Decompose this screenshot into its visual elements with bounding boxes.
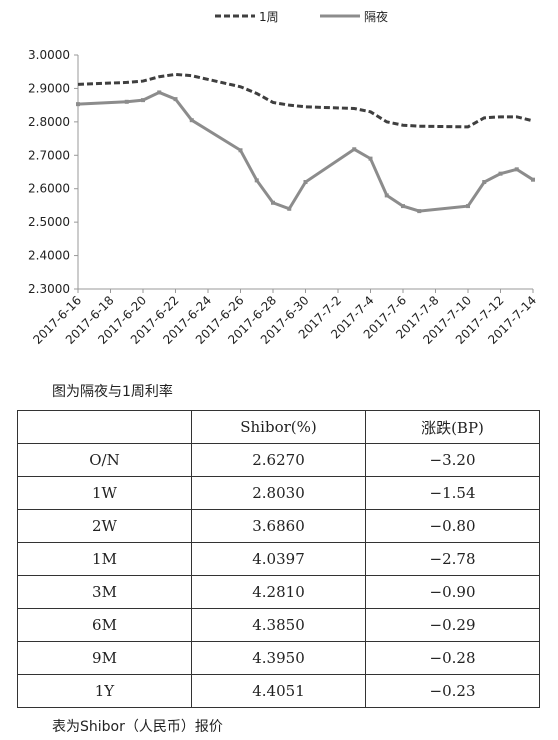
point [124, 99, 129, 104]
table-row: O/N 2.6270 −3.20 [17, 443, 540, 477]
point [531, 177, 535, 182]
table-row: Shibor(%) 涨跌(BP) [17, 410, 540, 444]
table-cell: −0.28 [365, 641, 540, 675]
line-series [77, 90, 534, 213]
y-tick-label: 2.7000 [28, 148, 70, 162]
table-cell: 9M [17, 641, 192, 675]
point [352, 147, 357, 152]
table-row: 1Y 4.4051 −0.23 [17, 674, 540, 708]
point [238, 148, 243, 153]
table-cell: 4.4051 [191, 674, 366, 708]
table-row: 9M 4.3950 −0.28 [17, 641, 540, 675]
table-row: 2W 3.6860 −0.80 [17, 509, 540, 543]
y-tick-label: 2.5000 [28, 215, 70, 229]
table-cell: −3.20 [365, 443, 540, 477]
table-cell: Shibor(%) [191, 410, 366, 444]
y-tick-label: 2.6000 [28, 182, 70, 196]
point [482, 180, 487, 185]
table-cell: 3.6860 [191, 509, 366, 543]
point [498, 171, 503, 176]
y-tick-label: 2.4000 [28, 249, 70, 263]
table-cell: −0.80 [365, 509, 540, 543]
table-cell: −0.29 [365, 608, 540, 642]
table-cell: 4.2810 [191, 575, 366, 609]
table-cell: −0.23 [365, 674, 540, 708]
table-cell: −2.78 [365, 542, 540, 576]
table-row: 1W 2.8030 −1.54 [17, 476, 540, 510]
table-cell: 6M [17, 608, 192, 642]
table-cell: 1M [17, 542, 192, 576]
y-tick-label: 3.0000 [28, 48, 70, 62]
table-cell: 1W [17, 476, 192, 510]
table-cell: 4.0397 [191, 542, 366, 576]
point [384, 193, 389, 198]
point [514, 167, 519, 172]
table-cell: 2.8030 [191, 476, 366, 510]
legend-label: 1周 [259, 10, 279, 24]
table-row: 6M 4.3850 −0.29 [17, 608, 540, 642]
point [189, 118, 194, 123]
table-cell: 涨跌(BP) [365, 410, 540, 444]
point [466, 204, 470, 209]
table-cell [17, 410, 192, 444]
table-cell: 1Y [17, 674, 192, 708]
legend-label: 隔夜 [364, 9, 388, 24]
y-tick-label: 2.9000 [28, 81, 70, 95]
point [254, 178, 259, 183]
point [173, 97, 178, 102]
point [157, 90, 162, 95]
table-cell: 2W [17, 509, 192, 543]
table-cell: 4.3950 [191, 641, 366, 675]
y-tick-label: 2.8000 [28, 115, 70, 129]
shibor-table: Shibor(%) 涨跌(BP) O/N 2.6270 −3.20 1W 2.8030 −1.… [17, 410, 540, 708]
point [287, 206, 292, 211]
table-caption: 表为Shibor（人民币）报价 [52, 719, 223, 735]
chart-caption: 图为隔夜与1周利率 [52, 384, 173, 400]
point [368, 156, 373, 161]
table-cell: −0.90 [365, 575, 540, 609]
line-series [77, 72, 534, 129]
table-row: 1M 4.0397 −2.78 [17, 542, 540, 576]
point [303, 180, 308, 185]
chart: 2.3000 2.4000 2.5000 2.6000 2.7000 2.8000 2.90… [28, 9, 539, 347]
point [417, 209, 422, 214]
y-tick-label: 2.3000 [28, 282, 70, 296]
table-cell: −1.54 [365, 476, 540, 510]
table-cell: 2.6270 [191, 443, 366, 477]
table-row: 3M 4.2810 −0.90 [17, 575, 540, 609]
table-cell: O/N [17, 443, 192, 477]
point [141, 98, 145, 103]
point [271, 200, 275, 205]
table-cell: 3M [17, 575, 192, 609]
point [76, 102, 80, 107]
point [401, 204, 405, 209]
table-cell: 4.3850 [191, 608, 366, 642]
